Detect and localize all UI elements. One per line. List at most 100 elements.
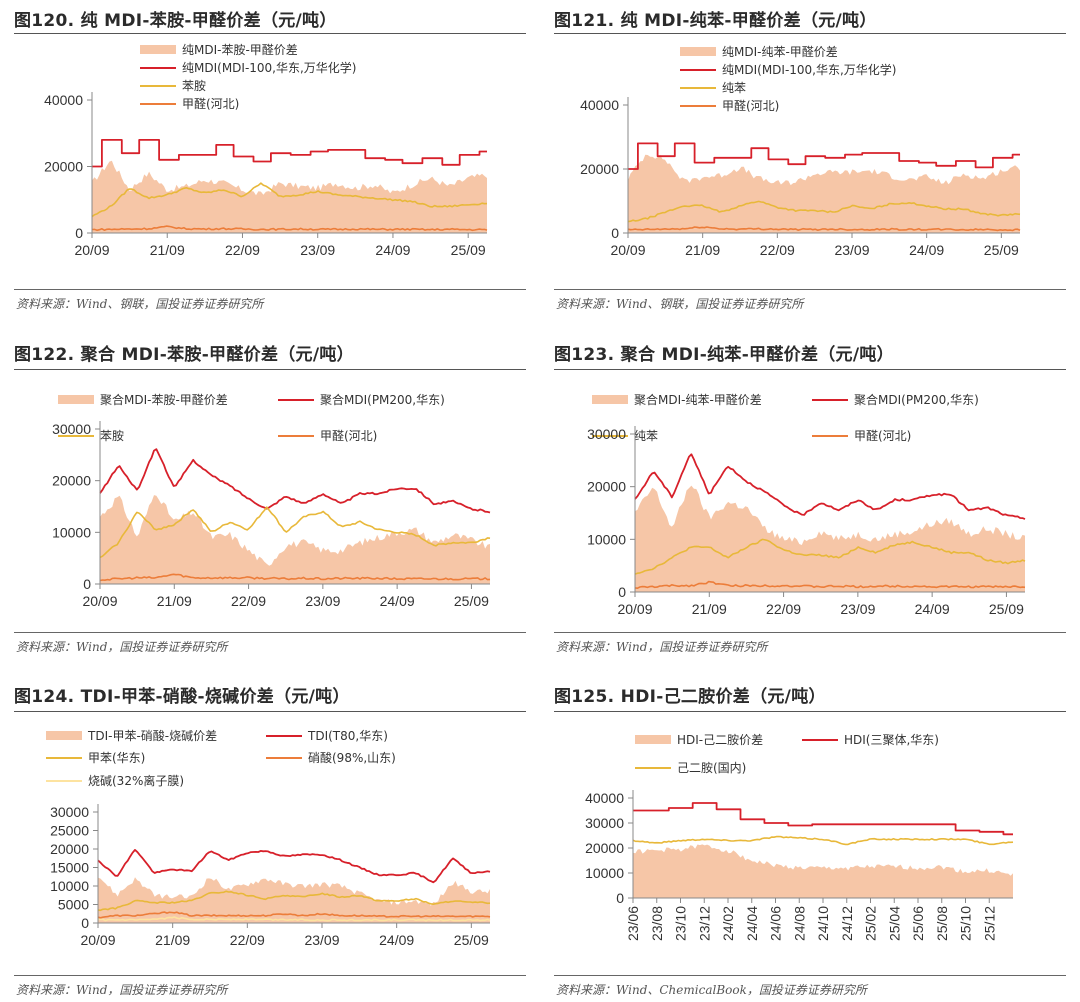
legend-label: 甲醛(河北): [722, 98, 779, 113]
legend-item: 聚合MDI(PM200,华东): [278, 392, 445, 407]
series-line: [97, 849, 491, 884]
chart-panel-125: 图125. HDI-己二胺价差（元/吨） HDI-己二胺价差 HDI(三聚体,华东…: [540, 676, 1070, 1002]
x-tick-label: 21/09: [692, 601, 727, 617]
series-line: [92, 139, 487, 168]
y-tick-label: 30000: [587, 426, 626, 442]
series-area: [635, 485, 1025, 592]
legend-item: 己二胺(国内): [635, 761, 746, 775]
chart-title: 图124. TDI-甲苯-硝酸-烧碱价差（元/吨）: [14, 687, 350, 707]
chart-panel-121: 图121. 纯 MDI-纯苯-甲醛价差（元/吨） 纯MDI-纯苯-甲醛价差纯MD…: [540, 0, 1070, 330]
source-divider: [554, 975, 1066, 976]
legend-item: 苯胺: [58, 429, 124, 443]
x-tick-label: 25/02: [863, 906, 879, 941]
y-tick-label: 20000: [52, 473, 91, 489]
x-tick-label: 24/12: [839, 906, 855, 941]
source-note: 资料来源：Wind，国投证券证券研究所: [556, 640, 768, 654]
legend-swatch-area: [46, 731, 82, 740]
legend-item: 甲醛(河北): [140, 96, 239, 111]
legend-item: TDI-甲苯-硝酸-烧碱价差: [46, 728, 217, 743]
title-divider: [554, 369, 1066, 370]
y-tick-label: 20000: [44, 159, 83, 175]
source-divider: [554, 632, 1066, 633]
x-tick-label: 20/09: [82, 593, 117, 609]
y-tick-label: 10000: [50, 878, 89, 894]
x-tick-label: 23/09: [834, 242, 869, 258]
x-tick-label: 20/09: [74, 242, 109, 258]
x-tick-label: 24/08: [791, 906, 807, 941]
x-tick-label: 24/09: [909, 242, 944, 258]
series-line: [627, 226, 1021, 232]
y-tick-label: 10000: [52, 524, 91, 540]
source-note: 资料来源：Wind，国投证券证券研究所: [16, 640, 228, 654]
y-tick-label: 10000: [587, 531, 626, 547]
x-tick-label: 22/09: [231, 593, 266, 609]
chart-panel-120: 图120. 纯 MDI-苯胺-甲醛价差（元/吨） 纯MDI-苯胺-甲醛价差 纯MD…: [0, 0, 530, 330]
legend-item: 苯胺: [140, 79, 206, 93]
x-tick-label: 23/12: [696, 906, 712, 941]
legend-label: 甲醛(河北): [854, 428, 911, 443]
legend-item: 纯MDI(MDI-100,华东,万华化学): [140, 60, 357, 75]
legend-item: 烧碱(32%离子膜): [46, 773, 184, 788]
legend-label: 纯MDI-纯苯-甲醛价差: [722, 44, 838, 59]
x-tick-label: 24/09: [375, 242, 410, 258]
x-tick-label: 21/09: [150, 242, 185, 258]
series-line: [97, 911, 491, 919]
chart-title: 图120. 纯 MDI-苯胺-甲醛价差（元/吨）: [14, 11, 337, 31]
legend-swatch-area: [58, 395, 94, 404]
series-line: [628, 142, 1020, 170]
y-tick-label: 0: [611, 225, 619, 241]
y-tick-label: 0: [83, 576, 91, 592]
x-tick-label: 25/09: [454, 593, 489, 609]
legend-item: TDI(T80,华东): [266, 729, 388, 743]
legend-item: HDI-己二胺价差: [635, 733, 763, 747]
series-line: [99, 448, 491, 514]
x-tick-label: 22/09: [760, 242, 795, 258]
x-tick-label: 20/09: [617, 601, 652, 617]
legend-label: 苯胺: [182, 79, 206, 93]
legend-item: 聚合MDI(PM200,华东): [812, 392, 979, 407]
chart-124: TDI-甲苯-硝酸-烧碱价差 TDI(T80,华东) 甲苯(华东) 硝酸(98%,山东…: [46, 728, 491, 948]
legend-label: HDI-己二胺价差: [677, 733, 763, 747]
chart-title: 图125. HDI-己二胺价差（元/吨）: [554, 687, 826, 707]
chart-title: 图123. 聚合 MDI-纯苯-甲醛价差（元/吨）: [554, 345, 894, 365]
x-tick-label: 24/04: [744, 906, 760, 941]
legend-label: 纯MDI(MDI-100,华东,万华化学): [722, 62, 897, 77]
series-line: [627, 200, 1021, 223]
legend-label: 聚合MDI(PM200,华东): [320, 392, 445, 407]
y-tick-label: 0: [75, 225, 83, 241]
chart-panel-122: 图122. 聚合 MDI-苯胺-甲醛价差（元/吨） 聚合MDI-苯胺-甲醛价差聚…: [0, 334, 530, 664]
legend-label: 纯苯: [634, 429, 658, 443]
legend-label: 聚合MDI(PM200,华东): [854, 392, 979, 407]
x-tick-label: 21/09: [685, 242, 720, 258]
y-tick-label: 5000: [58, 897, 89, 913]
x-tick-label: 24/06: [768, 906, 784, 941]
legend-item: 纯MDI-纯苯-甲醛价差: [680, 44, 838, 59]
x-tick-label: 24/09: [380, 593, 415, 609]
series-line: [97, 890, 491, 912]
source-divider: [14, 632, 526, 633]
x-tick-label: 23/06: [625, 906, 641, 941]
series-area: [628, 154, 1020, 233]
y-tick-label: 40000: [580, 97, 619, 113]
chart-panel-124: 图124. TDI-甲苯-硝酸-烧碱价差（元/吨） TDI-甲苯-硝酸-烧碱价差…: [0, 676, 530, 1002]
x-tick-label: 23/09: [840, 601, 875, 617]
legend-item: 硝酸(98%,山东): [266, 750, 396, 765]
legend-label: 聚合MDI-苯胺-甲醛价差: [100, 392, 228, 407]
x-tick-label: 20/09: [610, 242, 645, 258]
x-tick-label: 24/09: [915, 601, 950, 617]
legend-label: 硝酸(98%,山东): [308, 750, 396, 765]
legend-item: 甲醛(河北): [680, 98, 779, 113]
series-area: [98, 877, 490, 923]
title-divider: [554, 33, 1066, 34]
x-tick-label: 25/10: [958, 906, 974, 941]
series-line: [91, 182, 488, 218]
x-tick-label: 23/08: [649, 906, 665, 941]
chart-title: 图121. 纯 MDI-纯苯-甲醛价差（元/吨）: [554, 11, 877, 31]
chart-123: 聚合MDI-纯苯-甲醛价差 聚合MDI(PM200,华东) 纯苯 甲醛(河北) 0 100…: [587, 392, 1026, 617]
legend-label: TDI-甲苯-硝酸-烧碱价差: [87, 728, 217, 743]
source-divider: [554, 289, 1066, 290]
legend-label: 聚合MDI-纯苯-甲醛价差: [634, 392, 762, 407]
series-line: [633, 802, 1013, 836]
y-tick-label: 40000: [585, 790, 624, 806]
